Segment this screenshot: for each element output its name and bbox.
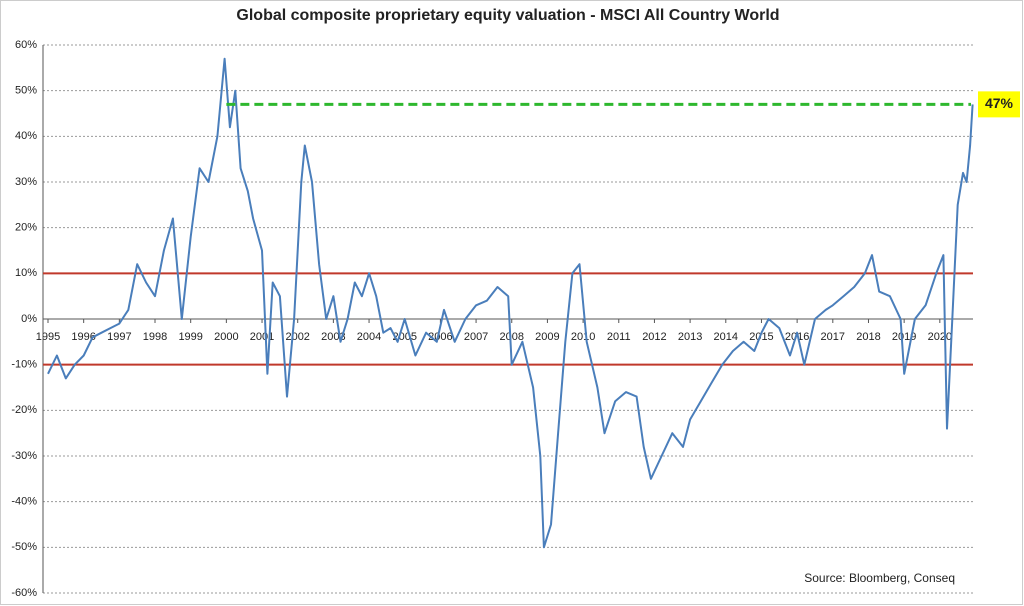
x-tick-label: 2001 <box>250 331 274 343</box>
data-line <box>47 57 974 549</box>
y-tick-label: 40% <box>15 130 37 142</box>
x-tick-label: 2002 <box>285 331 309 343</box>
y-tick-label: 10% <box>15 267 37 279</box>
y-tick-label: -20% <box>11 404 37 416</box>
x-tick-label: 2015 <box>749 331 773 343</box>
x-tick-label: 1995 <box>36 331 60 343</box>
y-tick-label: 60% <box>15 39 37 51</box>
x-tick-label: 2014 <box>714 331 738 343</box>
x-tick-label: 1999 <box>178 331 202 343</box>
y-tick-label: 0% <box>21 313 37 325</box>
x-tick-label: 1997 <box>107 331 131 343</box>
highlight-label: 47% <box>985 95 1014 111</box>
x-tick-label: 2010 <box>571 331 595 343</box>
x-tick-label: 2007 <box>464 331 488 343</box>
x-tick-label: 2013 <box>678 331 702 343</box>
x-tick-label: 2012 <box>642 331 666 343</box>
y-tick-label: -60% <box>11 587 37 599</box>
x-tick-label: 2020 <box>928 331 952 343</box>
y-tick-label: -40% <box>11 496 37 508</box>
highlight-label-box <box>978 91 1020 118</box>
x-tick-label: 2000 <box>214 331 238 343</box>
y-tick-label: 50% <box>15 85 37 97</box>
x-tick-label: 2004 <box>357 331 381 343</box>
x-tick-label: 1996 <box>71 331 95 343</box>
x-tick-label: 2017 <box>821 331 845 343</box>
x-tick-label: 1998 <box>143 331 167 343</box>
y-tick-label: 20% <box>15 222 37 234</box>
x-tick-label: 2011 <box>607 331 631 343</box>
x-tick-label: 2008 <box>500 331 524 343</box>
source-note: Source: Bloomberg, Conseq <box>804 571 955 585</box>
y-tick-label: 30% <box>15 176 37 188</box>
chart-title: Global composite proprietary equity valu… <box>236 7 779 24</box>
y-tick-label: -10% <box>11 359 37 371</box>
y-tick-label: -30% <box>11 450 37 462</box>
x-tick-label: 2009 <box>535 331 559 343</box>
y-tick-label: -50% <box>11 541 37 553</box>
x-tick-label: 2018 <box>856 331 880 343</box>
